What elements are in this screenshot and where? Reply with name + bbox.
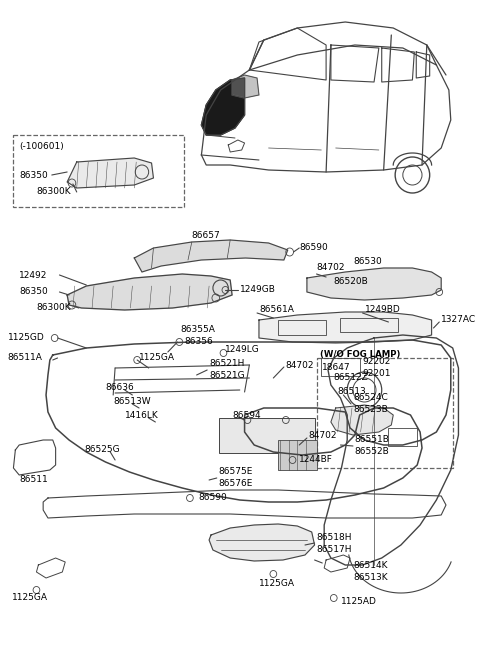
Polygon shape [232, 75, 259, 98]
Text: 86514K: 86514K [353, 560, 387, 569]
Text: 86636: 86636 [106, 384, 134, 392]
Text: 86350: 86350 [19, 287, 48, 297]
Text: 86518H: 86518H [316, 533, 352, 541]
Polygon shape [331, 405, 393, 435]
Text: 86561A: 86561A [259, 306, 294, 314]
Text: 86552B: 86552B [355, 447, 390, 457]
Text: 86513: 86513 [337, 388, 366, 396]
Text: 84702: 84702 [309, 430, 337, 440]
Text: 86511: 86511 [19, 476, 48, 485]
Bar [388, 428, 417, 446]
Bar [13, 135, 184, 207]
Text: 86590: 86590 [199, 493, 228, 502]
Text: 1249LG: 1249LG [226, 346, 260, 354]
Bar [278, 320, 326, 335]
Text: 86521H: 86521H [209, 359, 244, 369]
Text: 86521G: 86521G [209, 371, 245, 380]
Text: 1244BF: 1244BF [299, 455, 333, 464]
Polygon shape [307, 268, 441, 300]
Text: 1416LK: 1416LK [125, 411, 158, 420]
Text: 86512Z: 86512Z [334, 373, 369, 382]
Text: 86355A: 86355A [180, 325, 215, 335]
Text: 1249BD: 1249BD [364, 306, 400, 314]
Text: 86513K: 86513K [353, 573, 387, 581]
Polygon shape [67, 158, 154, 188]
Text: 86524C: 86524C [353, 394, 388, 403]
Bar [278, 440, 316, 470]
Text: 1125GD: 1125GD [8, 333, 45, 342]
Bar [321, 358, 360, 376]
Text: (-100601): (-100601) [19, 142, 64, 152]
Text: 86590: 86590 [299, 243, 328, 253]
Bar [219, 418, 314, 453]
Text: 86576E: 86576E [219, 480, 253, 489]
Text: 86575E: 86575E [219, 468, 253, 476]
Text: 92201: 92201 [362, 369, 391, 379]
Text: 1125GA: 1125GA [259, 579, 295, 588]
Text: 86525G: 86525G [84, 445, 120, 455]
Text: 92202: 92202 [362, 358, 391, 367]
Polygon shape [259, 312, 432, 343]
Text: 1249GB: 1249GB [240, 285, 276, 295]
Text: 86513W: 86513W [113, 398, 151, 407]
Text: 86530: 86530 [353, 258, 382, 266]
Text: 84702: 84702 [286, 361, 314, 369]
Text: 86551B: 86551B [355, 436, 390, 445]
Text: 86300K: 86300K [36, 304, 71, 312]
Text: 12492: 12492 [19, 270, 48, 279]
Text: 86523B: 86523B [353, 405, 388, 415]
Text: 1327AC: 1327AC [441, 316, 476, 325]
Text: 86657: 86657 [192, 230, 221, 239]
Text: 1125GA: 1125GA [12, 594, 48, 602]
Polygon shape [67, 274, 232, 310]
Bar [316, 358, 453, 468]
Text: 86520B: 86520B [334, 277, 369, 287]
Text: 86300K: 86300K [36, 188, 71, 197]
Text: 84702: 84702 [316, 264, 345, 272]
Text: 86511A: 86511A [8, 354, 43, 363]
Text: 86350: 86350 [19, 171, 48, 180]
Bar [340, 318, 398, 332]
Text: 18647: 18647 [322, 363, 351, 371]
Polygon shape [209, 524, 314, 561]
Text: 86517H: 86517H [316, 546, 352, 554]
Text: 86356: 86356 [184, 337, 213, 346]
Polygon shape [202, 78, 245, 135]
Text: 1125GA: 1125GA [139, 352, 175, 361]
Text: (W/O FOG LAMP): (W/O FOG LAMP) [320, 350, 401, 359]
Text: 1125AD: 1125AD [340, 598, 376, 607]
Text: 86594: 86594 [232, 411, 261, 419]
Polygon shape [134, 240, 288, 272]
